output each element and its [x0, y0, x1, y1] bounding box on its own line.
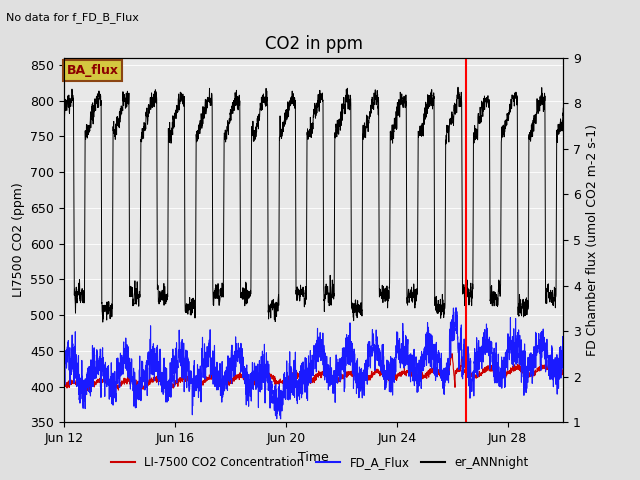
- Text: No data for f_FD_B_Flux: No data for f_FD_B_Flux: [6, 12, 140, 23]
- Legend: LI-7500 CO2 Concentration, FD_A_Flux, er_ANNnight: LI-7500 CO2 Concentration, FD_A_Flux, er…: [107, 452, 533, 474]
- Title: CO2 in ppm: CO2 in ppm: [264, 35, 363, 53]
- Y-axis label: FD Chamber flux (umol CO2 m-2 s-1): FD Chamber flux (umol CO2 m-2 s-1): [586, 124, 600, 356]
- X-axis label: Time: Time: [298, 451, 329, 464]
- Text: BA_flux: BA_flux: [67, 64, 118, 77]
- Y-axis label: LI7500 CO2 (ppm): LI7500 CO2 (ppm): [12, 182, 25, 298]
